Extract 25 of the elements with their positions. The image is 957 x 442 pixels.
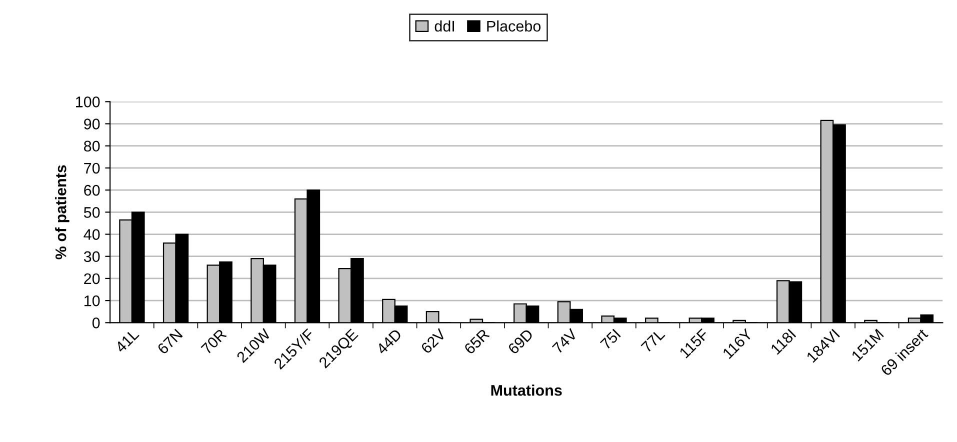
legend-label: Placebo <box>487 20 541 32</box>
y-tick-label: 50 <box>84 207 100 218</box>
y-tick-label: 100 <box>76 96 100 108</box>
y-tick-label: 80 <box>84 140 100 152</box>
y-tick-label: 20 <box>84 273 100 284</box>
y-tick-label: 60 <box>84 184 100 196</box>
x-tick-label: 75I <box>600 328 621 350</box>
y-tick-label: 70 <box>84 162 100 174</box>
y-tick-label: 10 <box>84 295 100 306</box>
x-axis-title: Mutations <box>491 384 562 396</box>
x-tick-label: 70R <box>200 328 228 355</box>
x-tick-label: 77L <box>640 328 666 353</box>
y-tick-label: 90 <box>84 118 100 130</box>
legend-label: ddI <box>434 20 454 32</box>
y-tick-label: 0 <box>92 318 100 328</box>
x-tick-label: 62V <box>420 328 447 354</box>
x-tick-label: 65R <box>464 328 490 355</box>
x-tick-label: 74V <box>552 328 578 354</box>
y-tick-label: 30 <box>84 251 100 262</box>
x-tick-label: 69D <box>507 328 534 355</box>
y-axis-title: % of patients <box>55 165 70 260</box>
x-tick-label: 41L <box>114 328 140 354</box>
x-tick-label: 67N <box>156 328 183 355</box>
x-tick-label: 44D <box>376 328 402 355</box>
y-tick-label: 40 <box>84 229 100 240</box>
